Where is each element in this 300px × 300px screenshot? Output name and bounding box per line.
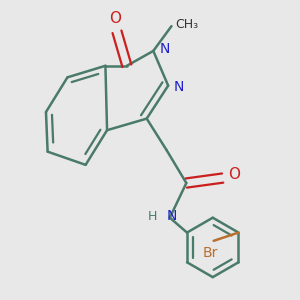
Text: Br: Br [203, 246, 218, 260]
Text: N: N [167, 209, 177, 223]
Text: N: N [174, 80, 184, 94]
Text: O: O [109, 11, 121, 26]
Text: CH₃: CH₃ [175, 18, 198, 31]
Text: O: O [229, 167, 241, 182]
Text: N: N [159, 42, 170, 56]
Text: H: H [148, 209, 157, 223]
